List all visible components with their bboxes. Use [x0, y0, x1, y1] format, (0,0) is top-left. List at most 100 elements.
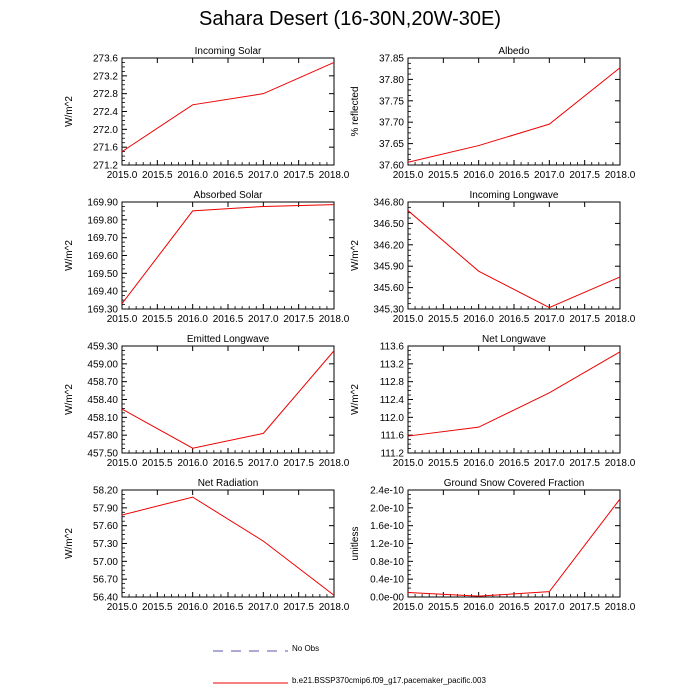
y-tick-label: 457.50: [87, 449, 118, 460]
chart-panel-5: Net Longwave 111.2 111.6 112.0 112.4 112.8 113…: [350, 334, 636, 469]
y-tick-label: 345.30: [373, 305, 404, 316]
y-tick-label: 458.10: [87, 413, 118, 424]
y-tick-label: 0.0e-00: [370, 593, 404, 604]
panel-title: Absorbed Solar: [194, 190, 264, 201]
y-tick-label: 272.8: [93, 89, 118, 100]
x-tick-label: 2018.0: [319, 170, 350, 181]
y-tick-label: 169.60: [87, 251, 118, 262]
series-line: [121, 350, 335, 449]
x-tick-label: 2015.5: [142, 458, 173, 469]
x-tick-label: 2016.0: [177, 170, 208, 181]
x-tick-label: 2015.0: [107, 170, 138, 181]
y-tick-label: 273.2: [93, 71, 118, 82]
y-tick-label: 345.90: [373, 262, 404, 273]
y-tick-label: 56.70: [93, 575, 118, 586]
x-tick-label: 2018.0: [319, 458, 350, 469]
y-tick-label: 458.40: [87, 395, 118, 406]
y-tick-label: 37.60: [379, 161, 404, 172]
y-tick-label: 37.80: [379, 75, 404, 86]
x-tick-label: 2016.0: [177, 314, 208, 325]
x-tick-label: 2017.0: [534, 602, 565, 613]
panel-title: Albedo: [498, 46, 530, 57]
y-tick-label: 1.2e-10: [370, 539, 404, 550]
x-tick-label: 2017.0: [534, 314, 565, 325]
y-tick-label: 272.0: [93, 125, 118, 136]
y-tick-label: 272.4: [93, 107, 118, 118]
legend-item-model-run: b.e21.BSSP370cmip6.f09_g17.pacemaker_pac…: [0, 676, 700, 690]
y-tick-label: 457.80: [87, 431, 118, 442]
x-tick-label: 2015.5: [142, 314, 173, 325]
y-tick-label: 37.85: [379, 54, 404, 65]
x-tick-label: 2016.0: [463, 170, 494, 181]
plot-frame: [407, 345, 621, 454]
x-tick-label: 2016.0: [463, 602, 494, 613]
x-tick-label: 2018.0: [319, 314, 350, 325]
x-tick-label: 2016.0: [463, 314, 494, 325]
x-tick-label: 2016.5: [499, 458, 530, 469]
x-tick-label: 2017.5: [569, 458, 600, 469]
x-tick-label: 2018.0: [605, 170, 636, 181]
y-tick-label: 113.2: [380, 359, 405, 370]
x-tick-label: 2015.5: [142, 170, 173, 181]
x-tick-label: 2015.5: [428, 314, 459, 325]
series-line: [407, 498, 621, 597]
x-tick-label: 2016.0: [177, 458, 208, 469]
y-tick-label: 169.40: [87, 287, 118, 298]
x-tick-label: 2015.0: [393, 602, 424, 613]
x-tick-label: 2015.5: [428, 458, 459, 469]
chart-panel-7: Ground Snow Covered Fraction 0.0e-00 0.4e-…: [350, 478, 636, 613]
figure-title: Sahara Desert (16-30N,20W-30E): [199, 8, 501, 30]
x-tick-label: 2018.0: [605, 314, 636, 325]
series-line: [407, 67, 621, 163]
x-tick-label: 2017.5: [569, 170, 600, 181]
plot-frame: [121, 345, 335, 454]
x-tick-label: 2016.5: [213, 458, 244, 469]
y-tick-label: 57.00: [93, 557, 118, 568]
panel-title: Net Longwave: [482, 334, 546, 345]
x-tick-label: 2017.0: [248, 170, 279, 181]
plot-frame: [407, 57, 621, 166]
y-tick-label: 346.80: [373, 198, 404, 209]
panel-title: Ground Snow Covered Fraction: [444, 478, 585, 489]
y-axis-label: W/m^2: [350, 384, 361, 415]
y-axis-label: W/m^2: [64, 96, 75, 127]
y-axis-label: W/m^2: [64, 528, 75, 559]
y-tick-label: 1.6e-10: [370, 521, 404, 532]
x-tick-label: 2015.0: [107, 458, 138, 469]
y-axis-label: W/m^2: [350, 240, 361, 271]
y-tick-label: 112.4: [380, 395, 405, 406]
series-line: [121, 496, 335, 596]
y-tick-label: 58.20: [93, 486, 118, 497]
y-tick-label: 113.6: [380, 342, 405, 353]
x-tick-label: 2015.5: [142, 602, 173, 613]
y-tick-label: 37.75: [379, 96, 404, 107]
y-tick-label: 459.30: [87, 342, 118, 353]
y-tick-label: 37.65: [379, 139, 404, 150]
chart-panel-0: Incoming Solar 271.2 271.6 272.0 272.4 272.8 2…: [64, 46, 350, 181]
y-axis-label: W/m^2: [64, 240, 75, 271]
x-tick-label: 2017.5: [569, 314, 600, 325]
y-tick-label: 111.2: [380, 449, 404, 460]
series-line: [407, 210, 621, 309]
y-tick-label: 112.8: [380, 377, 405, 388]
plot-frame: [121, 57, 335, 166]
x-tick-label: 2018.0: [319, 602, 350, 613]
x-tick-label: 2015.5: [428, 602, 459, 613]
y-tick-label: 0.4e-10: [370, 575, 404, 586]
y-tick-label: 37.70: [379, 118, 404, 129]
legend-item-no-obs: No Obs: [0, 644, 700, 658]
panel-title: Incoming Solar: [195, 46, 262, 57]
y-tick-label: 169.30: [87, 305, 118, 316]
plot-frame: [121, 489, 335, 598]
y-tick-label: 169.90: [87, 198, 118, 209]
y-tick-label: 56.40: [93, 593, 118, 604]
legend-swatch-dashed: [213, 650, 288, 652]
y-tick-label: 0.8e-10: [370, 557, 404, 568]
x-tick-label: 2015.0: [393, 458, 424, 469]
x-tick-label: 2017.5: [283, 602, 314, 613]
series-line: [407, 351, 621, 437]
legend-label-no-obs: No Obs: [292, 644, 320, 653]
x-tick-label: 2017.0: [248, 314, 279, 325]
x-tick-label: 2017.0: [248, 458, 279, 469]
x-tick-label: 2017.5: [283, 458, 314, 469]
